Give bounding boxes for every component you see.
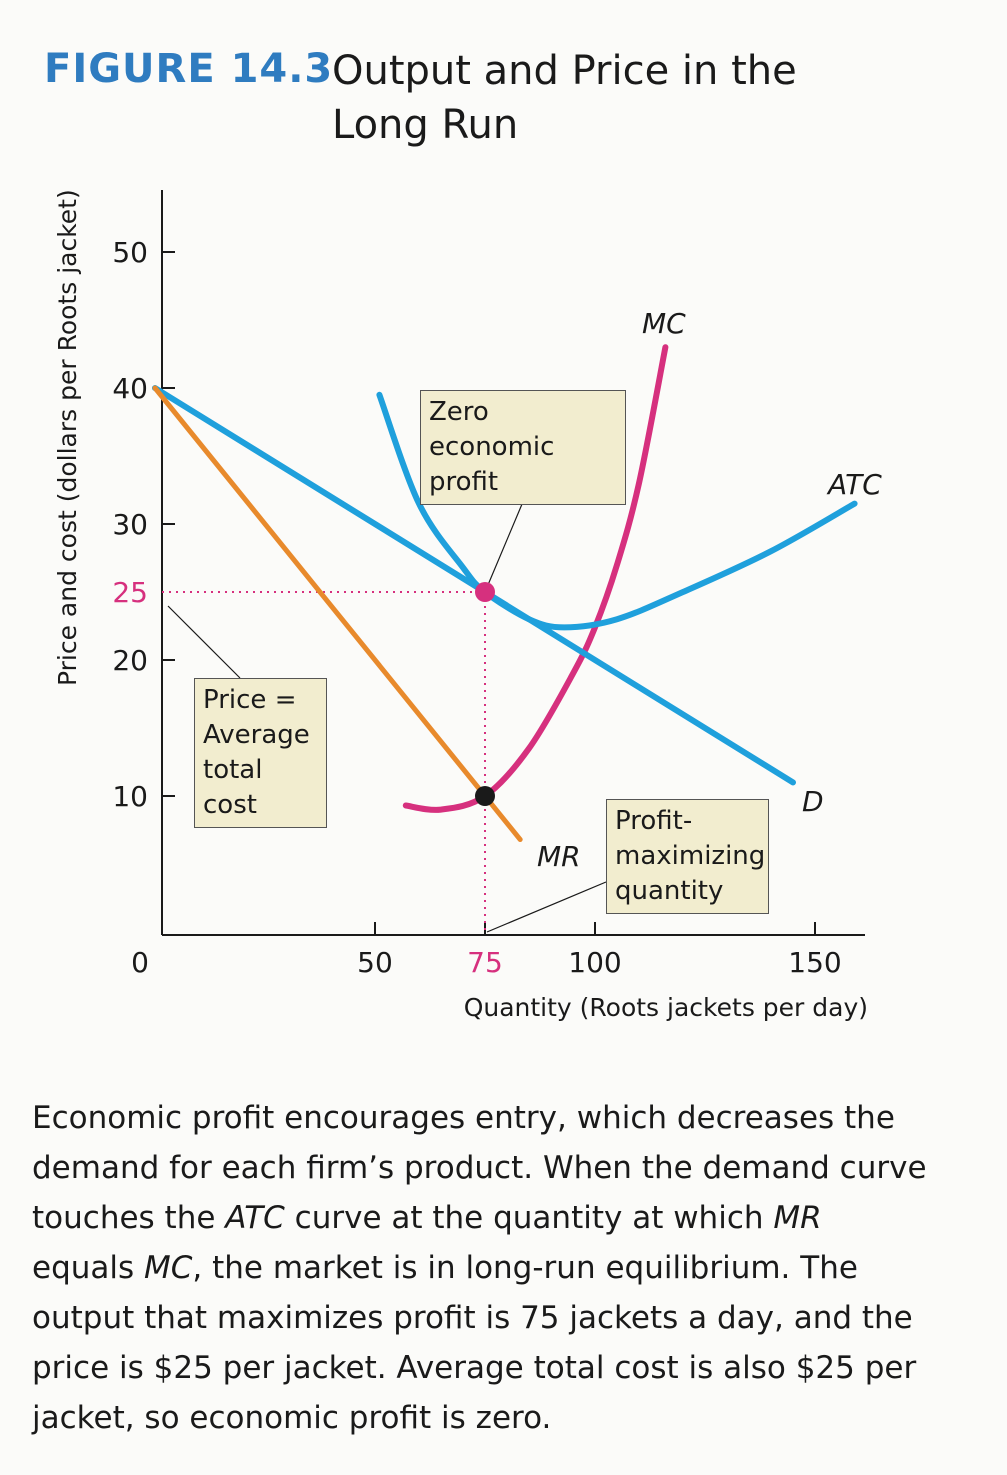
leader-price-atc [167, 605, 241, 679]
label-d: D [802, 785, 824, 818]
y-tick-label: 10 [112, 780, 148, 813]
y-tick-label: 20 [112, 644, 148, 677]
x-tick-label: 0 [131, 946, 149, 979]
y-tick-label: 50 [112, 236, 148, 269]
x-tick-label: 75 [467, 946, 503, 979]
annotation-profit-max: Profit-maximizing quantity [606, 799, 769, 914]
x-tick-label: 100 [568, 946, 621, 979]
figure-title: Output and Price in the Long Run [332, 48, 797, 148]
equilibrium-point [475, 582, 495, 602]
y-tick-label: 40 [112, 372, 148, 405]
chart: 0 50 75 100 150 10 20 25 30 40 50 MC ATC D MR Quan… [53, 189, 882, 1022]
y-tick-label: 25 [112, 576, 148, 609]
x-tick-label: 150 [788, 946, 841, 979]
y-tick-label: 30 [112, 508, 148, 541]
caption-segment: MC [144, 1250, 193, 1286]
label-mr: MR [537, 840, 581, 873]
caption-segment: MR [773, 1200, 822, 1236]
label-atc: ATC [826, 468, 882, 501]
annotation-zero-profit: Zero economic profit [420, 390, 626, 505]
curve-atc [376, 391, 858, 631]
leader-profit-max [486, 881, 607, 933]
figure-label: FIGURE 14.3 [44, 46, 334, 92]
x-axis-title: Quantity (Roots jackets per day) [464, 993, 868, 1022]
label-mc: MC [642, 307, 686, 340]
curve-mc [402, 344, 669, 813]
figure-caption: Economic profit encourages entry, which … [32, 1093, 932, 1443]
annotation-price-atc: Price = Average total cost [194, 678, 327, 828]
caption-segment: curve at the quantity at which [284, 1200, 774, 1236]
caption-segment: Economic profit encourages entry, which … [32, 1100, 927, 1236]
caption-segment: , the market is in long-run equilibrium.… [32, 1250, 917, 1436]
y-axis-title: Price and cost (dollars per Roots jacket… [53, 189, 82, 686]
curve-d [152, 385, 796, 786]
caption-segment: ATC [225, 1200, 285, 1236]
x-tick-label: 50 [357, 946, 393, 979]
caption-segment: equals [32, 1250, 145, 1286]
mr-mc-intersection-point [475, 786, 495, 806]
